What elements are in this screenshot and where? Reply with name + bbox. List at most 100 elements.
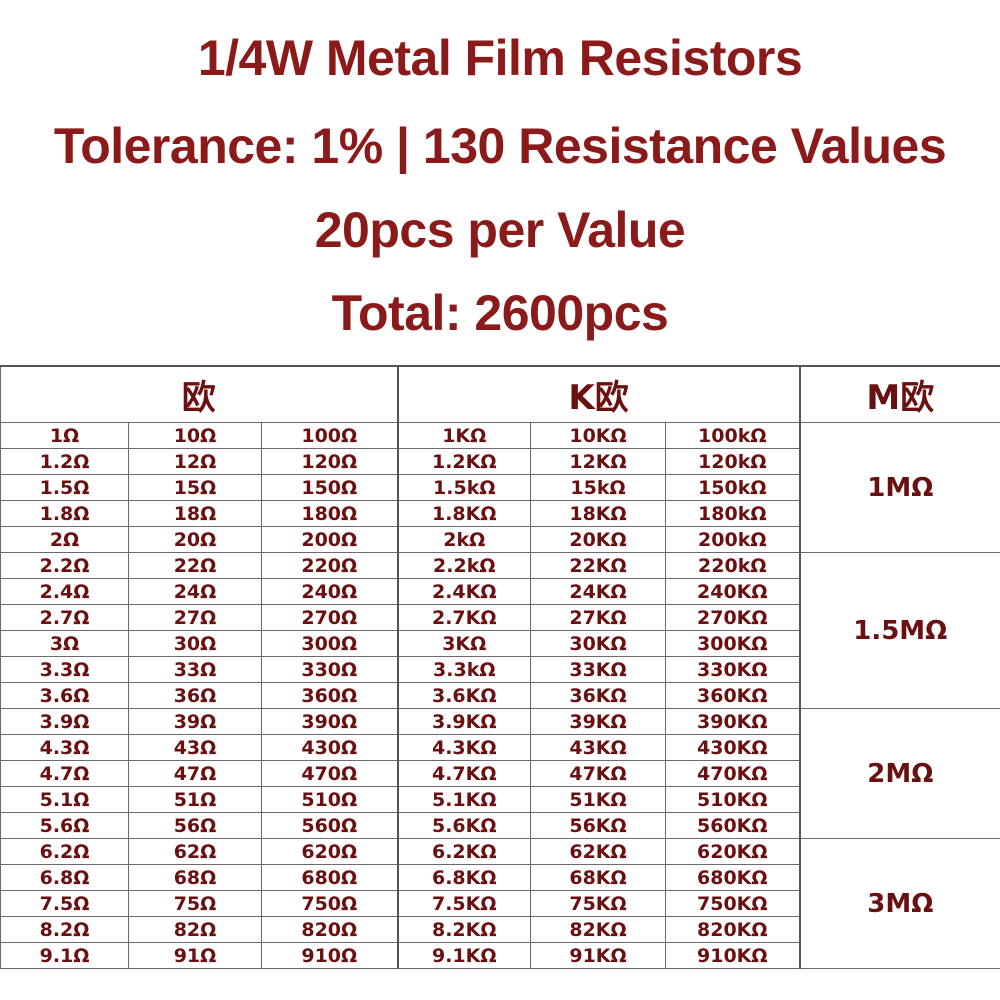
value-cell-ohm-1x: 2.7Ω <box>0 604 129 631</box>
value-cell-ohm-100x: 910Ω <box>260 942 399 969</box>
table-header-row: 欧 K欧 M欧 <box>0 365 1000 423</box>
value-cell-ohm-100x: 180Ω <box>260 500 399 527</box>
value-cell-ohm-1x: 7.5Ω <box>0 890 129 917</box>
value-cell-ohm-1x: 5.1Ω <box>0 786 129 813</box>
value-cell-kohm-1x: 3.9KΩ <box>396 708 532 735</box>
value-cell-ohm-10x: 62Ω <box>128 838 262 865</box>
value-cell-ohm-1x: 2Ω <box>0 526 129 553</box>
value-cell-kohm-100x: 360KΩ <box>665 682 801 709</box>
value-cell-ohm-100x: 390Ω <box>260 708 399 735</box>
value-cell-ohm-10x: 12Ω <box>128 448 262 475</box>
value-cell-kohm-10x: 24KΩ <box>530 578 667 605</box>
value-cell-ohm-10x: 18Ω <box>128 500 262 527</box>
value-cell-ohm-100x: 220Ω <box>260 552 399 579</box>
value-cell-kohm-100x: 270KΩ <box>665 604 801 631</box>
title-line-total: Total: 2600pcs <box>331 285 669 341</box>
value-cell-ohm-100x: 430Ω <box>260 734 399 761</box>
table-row: 4.3Ω 43Ω 430Ω 4.3KΩ 43KΩ 430KΩ <box>0 734 1000 761</box>
value-cell-kohm-10x: 30KΩ <box>530 630 667 657</box>
value-cell-ohm-1x: 4.7Ω <box>0 760 129 787</box>
header-ohm: 欧 <box>0 365 399 423</box>
value-cell-ohm-1x: 3Ω <box>0 630 129 657</box>
value-cell-kohm-1x: 4.7KΩ <box>396 760 532 787</box>
title-line-product: 1/4W Metal Film Resistors <box>197 30 803 86</box>
header-mohm: M欧 <box>798 365 1000 423</box>
value-cell-kohm-100x: 470KΩ <box>665 760 801 787</box>
table-row: 5.6Ω 56Ω 560Ω 5.6KΩ 56KΩ 560KΩ <box>0 812 1000 839</box>
value-cell-kohm-1x: 3KΩ <box>396 630 532 657</box>
value-cell-ohm-10x: 51Ω <box>128 786 262 813</box>
value-cell-ohm-10x: 82Ω <box>128 916 262 943</box>
value-cell-kohm-1x: 9.1KΩ <box>396 942 532 969</box>
value-cell-kohm-10x: 75KΩ <box>530 890 667 917</box>
value-cell-kohm-1x: 6.8KΩ <box>396 864 532 891</box>
value-cell-kohm-10x: 91KΩ <box>530 942 667 969</box>
value-cell-kohm-10x: 56KΩ <box>530 812 667 839</box>
table-row: 8.2Ω 82Ω 820Ω 8.2KΩ 82KΩ 820KΩ <box>0 916 1000 943</box>
value-cell-ohm-10x: 24Ω <box>128 578 262 605</box>
value-cell-kohm-10x: 15kΩ <box>530 474 667 501</box>
value-cell-kohm-100x: 150kΩ <box>665 474 801 501</box>
value-cell-ohm-100x: 470Ω <box>260 760 399 787</box>
value-cell-kohm-100x: 390KΩ <box>665 708 801 735</box>
value-cell-kohm-10x: 82KΩ <box>530 916 667 943</box>
value-cell-ohm-100x: 100Ω <box>260 422 399 449</box>
value-cell-ohm-10x: 22Ω <box>128 552 262 579</box>
value-cell-kohm-10x: 20KΩ <box>530 526 667 553</box>
value-cell-kohm-100x: 510KΩ <box>665 786 801 813</box>
value-cell-kohm-1x: 2.4KΩ <box>396 578 532 605</box>
value-cell-kohm-10x: 18KΩ <box>530 500 667 527</box>
value-cell-kohm-10x: 22KΩ <box>530 552 667 579</box>
value-cell-ohm-1x: 3.6Ω <box>0 682 129 709</box>
value-cell-kohm-1x: 6.2KΩ <box>396 838 532 865</box>
value-cell-ohm-100x: 510Ω <box>260 786 399 813</box>
value-cell-kohm-100x: 120kΩ <box>665 448 801 475</box>
value-cell-mohm: 1.5MΩ <box>798 552 1000 709</box>
table-row: 3.9Ω 39Ω 390Ω 3.9KΩ 39KΩ 390KΩ 2MΩ <box>0 708 1000 839</box>
value-cell-ohm-10x: 27Ω <box>128 604 262 631</box>
value-cell-mohm: 3MΩ <box>798 838 1000 969</box>
table-row: 1.2Ω 12Ω 120Ω 1.2KΩ 12KΩ 120kΩ <box>0 448 1000 475</box>
value-cell-ohm-10x: 10Ω <box>128 422 262 449</box>
value-cell-kohm-100x: 620KΩ <box>665 838 801 865</box>
value-cell-ohm-10x: 20Ω <box>128 526 262 553</box>
value-cell-ohm-10x: 47Ω <box>128 760 262 787</box>
value-cell-ohm-100x: 120Ω <box>260 448 399 475</box>
value-cell-kohm-100x: 100kΩ <box>665 422 801 449</box>
value-cell-kohm-1x: 5.6KΩ <box>396 812 532 839</box>
value-cell-ohm-100x: 300Ω <box>260 630 399 657</box>
value-cell-kohm-1x: 2.2kΩ <box>396 552 532 579</box>
value-cell-kohm-1x: 3.6KΩ <box>396 682 532 709</box>
value-cell-ohm-100x: 560Ω <box>260 812 399 839</box>
value-cell-kohm-10x: 68KΩ <box>530 864 667 891</box>
value-cell-kohm-100x: 560KΩ <box>665 812 801 839</box>
value-cell-kohm-1x: 4.3KΩ <box>396 734 532 761</box>
value-cell-ohm-1x: 1.8Ω <box>0 500 129 527</box>
value-cell-ohm-100x: 680Ω <box>260 864 399 891</box>
value-cell-ohm-100x: 820Ω <box>260 916 399 943</box>
value-cell-ohm-1x: 3.9Ω <box>0 708 129 735</box>
table-row: 2.4Ω 24Ω 240Ω 2.4KΩ 24KΩ 240KΩ <box>0 578 1000 605</box>
value-cell-kohm-10x: 62KΩ <box>530 838 667 865</box>
value-cell-ohm-10x: 30Ω <box>128 630 262 657</box>
value-cell-ohm-10x: 33Ω <box>128 656 262 683</box>
value-cell-ohm-100x: 150Ω <box>260 474 399 501</box>
table-row: 3.3Ω 33Ω 330Ω 3.3kΩ 33KΩ 330KΩ <box>0 656 1000 683</box>
value-cell-mohm: 1MΩ <box>798 422 1000 553</box>
title-line-tolerance: Tolerance: 1% | 130 Resistance Values <box>53 118 947 174</box>
value-cell-kohm-10x: 12KΩ <box>530 448 667 475</box>
value-cell-kohm-10x: 51KΩ <box>530 786 667 813</box>
header-kohm: K欧 <box>396 365 801 423</box>
value-cell-kohm-100x: 820KΩ <box>665 916 801 943</box>
value-cell-kohm-100x: 300KΩ <box>665 630 801 657</box>
value-cell-kohm-100x: 220kΩ <box>665 552 801 579</box>
title-line-quantity-per-value: 20pcs per Value <box>314 202 686 258</box>
resistor-values-table: 欧 K欧 M欧 1Ω 10Ω 100Ω 1KΩ 10KΩ 100kΩ 1MΩ 1.2Ω 12Ω 1… <box>0 365 1000 969</box>
value-cell-kohm-10x: 39KΩ <box>530 708 667 735</box>
value-cell-kohm-100x: 910KΩ <box>665 942 801 969</box>
value-cell-ohm-10x: 56Ω <box>128 812 262 839</box>
value-cell-ohm-1x: 3.3Ω <box>0 656 129 683</box>
value-cell-ohm-100x: 330Ω <box>260 656 399 683</box>
value-cell-ohm-10x: 36Ω <box>128 682 262 709</box>
value-cell-ohm-1x: 2.2Ω <box>0 552 129 579</box>
